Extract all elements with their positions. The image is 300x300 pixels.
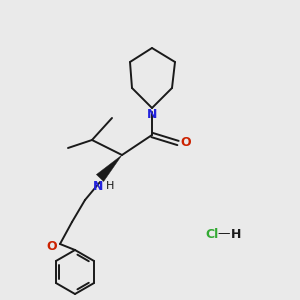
Text: H: H <box>106 181 114 191</box>
Text: Cl: Cl <box>206 229 219 242</box>
Text: H: H <box>231 229 241 242</box>
Text: N: N <box>147 109 157 122</box>
Text: —: — <box>218 227 230 241</box>
Text: O: O <box>47 239 57 253</box>
Text: O: O <box>181 136 191 149</box>
Polygon shape <box>96 155 122 182</box>
Text: N: N <box>93 179 103 193</box>
